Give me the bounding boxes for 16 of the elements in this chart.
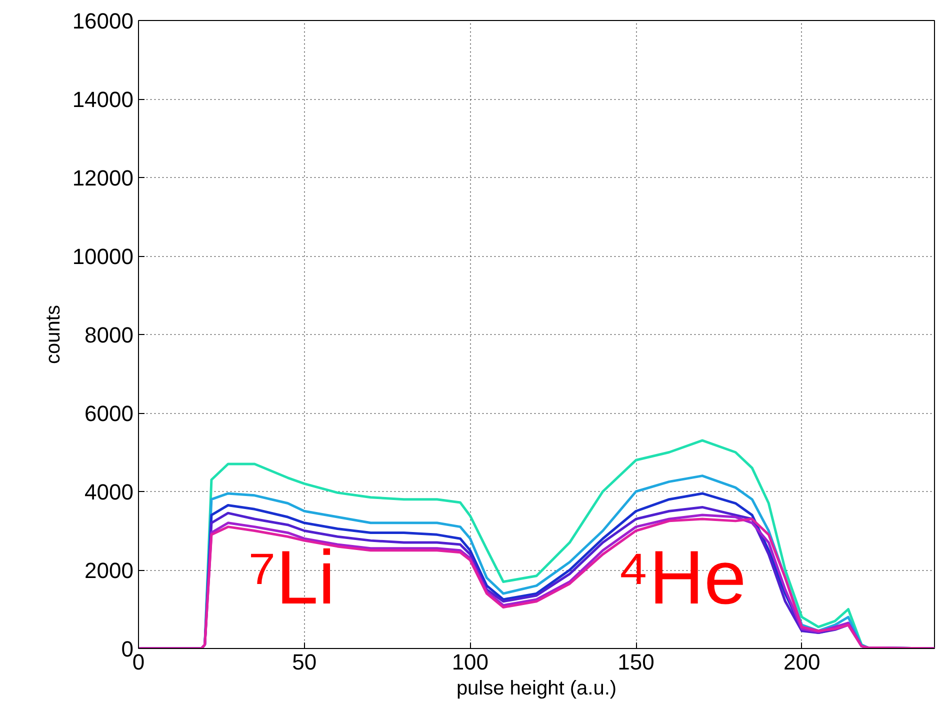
x-tick-label: 150	[618, 650, 654, 674]
y-tick-label: 8000	[84, 322, 134, 348]
x-tick-label: 200	[783, 650, 820, 674]
x-axis-title: pulse height (a.u.)	[456, 678, 617, 700]
y-tick-label: 10000	[72, 244, 134, 269]
x-tick-label: 50	[292, 650, 317, 674]
annotation: ⁴He	[616, 536, 746, 620]
y-tick-label: 6000	[84, 401, 134, 426]
y-tick-label: 16000	[72, 8, 134, 34]
x-tick-label: 100	[452, 650, 489, 674]
annotation: ⁷Li	[248, 536, 336, 620]
y-axis-title: counts	[42, 305, 64, 364]
y-tick-label: 12000	[72, 166, 134, 190]
y-tick-label: 4000	[84, 480, 134, 504]
y-tick-label: 14000	[72, 87, 134, 112]
y-tick-label: 2000	[84, 558, 134, 583]
